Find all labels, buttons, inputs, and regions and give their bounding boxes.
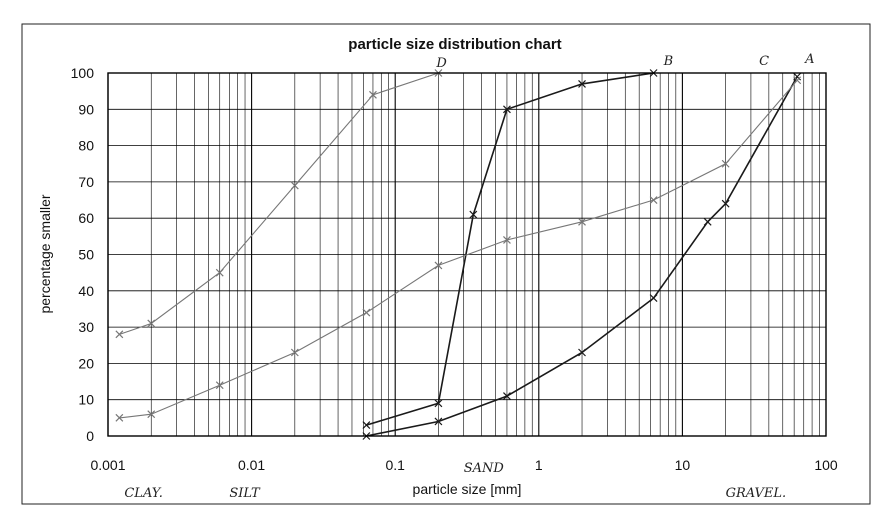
data-point-D [215,268,224,277]
data-point-B [503,105,511,114]
data-series: A B C D [115,52,815,440]
series-label-D: D [435,56,447,71]
data-point-C [721,159,730,168]
y-tick-label: 40 [78,283,94,299]
data-point-A [434,417,443,426]
x-tick-labels: 0.001 0.01 0.1 1 10 100 [90,457,837,473]
data-point-A [721,199,730,208]
data-point-C [147,410,156,419]
data-point-A [649,294,658,302]
plot-border [107,72,827,437]
series-line-B [366,72,654,426]
y-tick-label: 50 [78,247,94,263]
annotation-1: SILT [229,486,261,501]
data-point-B [469,210,478,219]
data-point-B [434,399,443,408]
y-tick-label: 10 [78,392,94,408]
data-point-C [503,236,511,244]
data-point-C [434,261,443,270]
y-tick-label: 80 [78,138,94,154]
data-point-C [215,381,224,390]
chart-frame [21,23,871,505]
data-point-B [578,79,586,88]
y-tick-label: 30 [78,319,94,335]
series-line-D [119,72,439,335]
series-label-C: C [759,54,769,69]
series-label-A: A [804,52,814,67]
data-point-D [290,181,299,190]
y-tick-label: 90 [78,101,94,117]
data-point-D [147,319,156,328]
series-line-C [119,79,798,419]
data-point-C [578,217,586,226]
y-tick-label: 70 [78,174,94,190]
data-point-A [503,392,511,400]
annotations: CLAY. SILT SAND GRAVEL. [124,461,786,501]
data-point-A [578,348,586,357]
chart-title: particle size distribution chart [348,36,561,53]
x-tick-label: 0.01 [238,457,265,473]
y-axis-label: percentage smaller [37,194,53,313]
y-tick-labels: 0 10 20 30 40 50 60 70 80 90 100 [71,65,95,444]
data-point-C [649,196,658,204]
data-point-B [362,421,371,430]
x-tick-label: 0.1 [385,457,405,473]
x-tick-label: 100 [814,457,838,473]
x-axis-label: particle size [mm] [413,481,522,497]
y-tick-label: 60 [78,210,94,226]
series-label-B: B [663,54,674,69]
data-point-A [703,217,712,226]
data-point-C [290,348,299,357]
y-tick-label: 0 [86,428,94,444]
data-point-D [115,330,124,339]
data-point-D [369,90,377,99]
x-tick-label: 1 [535,457,543,473]
y-tick-label: 20 [78,355,94,371]
data-point-C [362,308,371,317]
annotation-0: CLAY. [124,486,162,501]
annotation-2: SAND [464,461,505,476]
data-point-C [793,76,802,85]
x-tick-label: 0.001 [90,457,125,473]
data-point-A [793,72,802,81]
annotation-3: GRAVEL. [726,486,787,501]
y-tick-label: 100 [71,65,95,81]
x-tick-label: 10 [675,457,691,473]
data-point-C [115,413,124,422]
